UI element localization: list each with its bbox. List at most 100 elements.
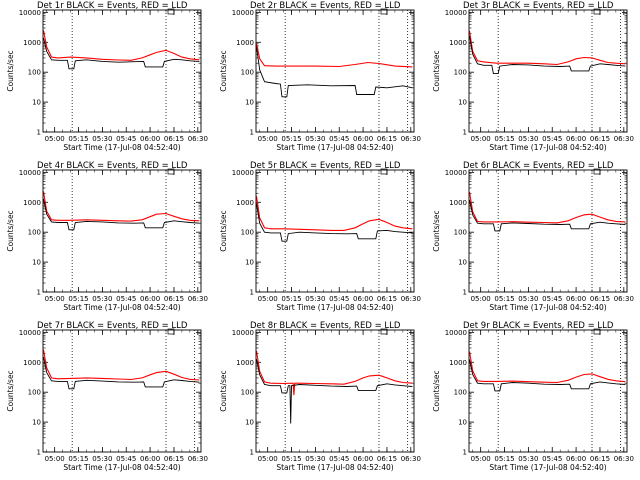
panel-3: Det 3r BLACK = Events, RED = LLD 1 10 100 10… <box>432 1 634 152</box>
x-axis-label: Start Time (17-Jul-08 04:52:40) <box>276 143 393 152</box>
y-axis-label: Counts/sec <box>6 370 15 411</box>
x-tick-label: 05:00 <box>471 135 491 143</box>
y-axis-label: Counts/sec <box>432 370 441 411</box>
series-line-events <box>256 203 413 242</box>
y-tick-label: 10000 <box>232 9 254 17</box>
x-tick-label: 06:15 <box>164 135 184 143</box>
y-tick-label: 10000 <box>445 169 467 177</box>
x-tick-label: 05:15 <box>281 455 301 463</box>
y-tick-label: 1000 <box>449 199 467 207</box>
y-tick-label: 100 <box>241 389 254 397</box>
y-tick-label: 10000 <box>445 9 467 17</box>
panel-8: Det 8r BLACK = Events, RED = LLD 1 10 100 10… <box>219 321 421 472</box>
x-tick-label: 06:00 <box>353 295 373 303</box>
x-tick-label: 05:00 <box>45 295 65 303</box>
plot-frame <box>42 9 202 133</box>
x-tick-label: 06:30 <box>614 135 634 143</box>
y-tick-label: 1000 <box>23 199 41 207</box>
y-tick-label: 10 <box>458 259 467 267</box>
x-tick-label: 06:00 <box>566 455 586 463</box>
plot-frame <box>255 329 415 453</box>
y-tick-label: 1 <box>37 129 41 137</box>
x-tick-label: 06:00 <box>566 295 586 303</box>
series-line-lld <box>255 350 413 396</box>
x-tick-label: 06:30 <box>401 135 421 143</box>
y-tick-label: 10 <box>245 259 254 267</box>
y-axis-label: Counts/sec <box>219 50 228 91</box>
series-line-events <box>256 358 413 424</box>
panel-title: Det 1r BLACK = Events, RED = LLD <box>37 1 188 11</box>
y-tick-label: 100 <box>454 69 467 77</box>
x-tick-label: 05:15 <box>68 135 88 143</box>
y-axis-label: Counts/sec <box>6 50 15 91</box>
x-tick-label: 05:45 <box>116 295 136 303</box>
x-tick-label: 06:15 <box>590 455 610 463</box>
series-line-lld <box>42 191 200 222</box>
x-tick-label: 06:30 <box>188 295 208 303</box>
y-tick-label: 100 <box>28 389 41 397</box>
y-tick-label: 10000 <box>19 169 41 177</box>
x-tick-label: 05:45 <box>542 455 562 463</box>
y-tick-label: 10 <box>32 259 41 267</box>
time-marker-box <box>167 8 175 15</box>
plot-frame <box>255 9 415 133</box>
y-tick-label: 10 <box>32 419 41 427</box>
x-tick-label: 06:30 <box>614 295 634 303</box>
series-line-lld <box>468 351 626 384</box>
y-tick-label: 10000 <box>19 329 41 337</box>
y-tick-label: 100 <box>28 69 41 77</box>
y-tick-label: 10 <box>32 99 41 107</box>
x-tick-label: 06:15 <box>590 295 610 303</box>
x-tick-label: 05:30 <box>305 295 325 303</box>
series-line-events <box>43 198 200 231</box>
y-tick-label: 1 <box>463 289 467 297</box>
series-line-lld <box>468 191 626 224</box>
panel-title: Det 4r BLACK = Events, RED = LLD <box>37 161 188 171</box>
x-tick-label: 05:15 <box>68 455 88 463</box>
panel-1: Det 1r BLACK = Events, RED = LLD 1 10 100 10… <box>6 1 208 152</box>
x-tick-label: 06:30 <box>188 135 208 143</box>
series-line-events <box>469 199 626 232</box>
y-tick-label: 1 <box>37 289 41 297</box>
x-tick-label: 06:15 <box>377 455 397 463</box>
x-tick-label: 06:15 <box>164 455 184 463</box>
x-tick-label: 05:30 <box>518 135 538 143</box>
x-tick-label: 06:00 <box>140 455 160 463</box>
time-marker-box <box>380 8 388 15</box>
series-line-events <box>469 36 626 75</box>
x-axis-label: Start Time (17-Jul-08 04:52:40) <box>276 463 393 472</box>
y-tick-label: 100 <box>454 229 467 237</box>
y-tick-label: 1000 <box>236 359 254 367</box>
panel-2: Det 2r BLACK = Events, RED = LLD 1 10 100 10… <box>219 1 421 152</box>
x-tick-label: 05:15 <box>281 135 301 143</box>
series-line-lld <box>255 43 413 68</box>
x-tick-label: 05:00 <box>258 295 278 303</box>
x-tick-label: 05:00 <box>45 135 65 143</box>
plot-frame <box>42 329 202 453</box>
series-line-events <box>256 46 413 98</box>
x-tick-label: 06:00 <box>140 295 160 303</box>
x-tick-label: 05:00 <box>258 135 278 143</box>
plot-frame <box>468 169 628 293</box>
x-tick-label: 06:30 <box>401 295 421 303</box>
y-tick-label: 1000 <box>236 199 254 207</box>
x-tick-label: 05:45 <box>116 455 136 463</box>
y-tick-label: 1 <box>250 129 254 137</box>
y-tick-label: 1000 <box>449 39 467 47</box>
x-tick-label: 05:15 <box>494 455 514 463</box>
y-tick-label: 1 <box>37 449 41 457</box>
plot-frame <box>468 329 628 453</box>
y-tick-label: 1 <box>463 129 467 137</box>
y-tick-label: 10 <box>245 419 254 427</box>
x-tick-label: 05:45 <box>116 135 136 143</box>
series-line-lld <box>468 30 626 66</box>
y-axis-label: Counts/sec <box>432 210 441 251</box>
y-tick-label: 100 <box>241 69 254 77</box>
y-tick-label: 10000 <box>232 169 254 177</box>
x-tick-label: 05:45 <box>329 455 349 463</box>
panel-6: Det 6r BLACK = Events, RED = LLD 1 10 100 10… <box>432 161 634 312</box>
x-axis-label: Start Time (17-Jul-08 04:52:40) <box>63 463 180 472</box>
panel-5: Det 5r BLACK = Events, RED = LLD 1 10 100 10… <box>219 161 421 312</box>
x-axis-label: Start Time (17-Jul-08 04:52:40) <box>489 303 606 312</box>
y-tick-label: 1000 <box>23 39 41 47</box>
